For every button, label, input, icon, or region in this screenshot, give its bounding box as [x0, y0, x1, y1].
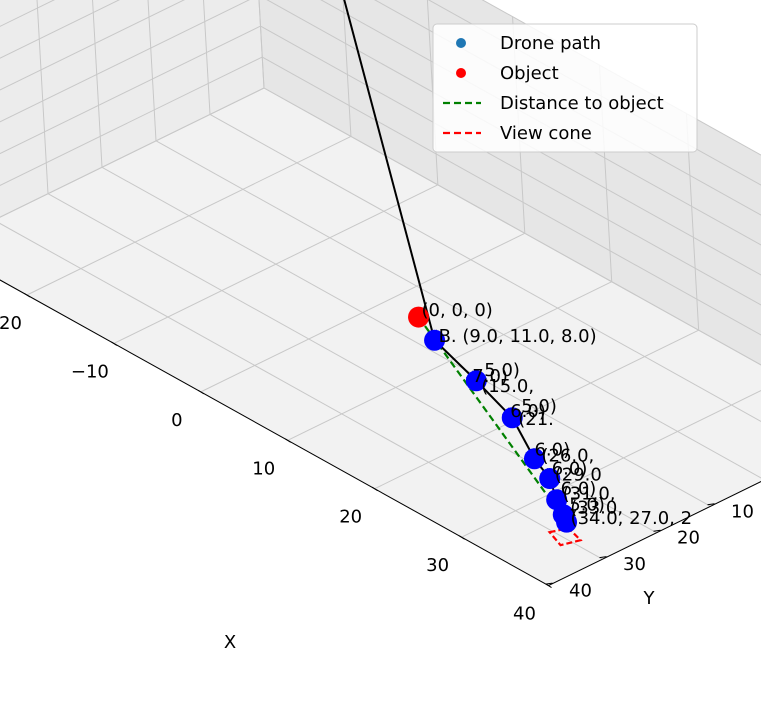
grid-line-y-floor: [101, 166, 711, 507]
distance-line: [417, 316, 568, 523]
grid-line-z-left: [0, 56, 263, 186]
x-axis-label: X: [224, 632, 236, 653]
path-arrow: [343, 0, 437, 343]
y-axis-line: [548, 481, 761, 587]
drone-point-marker: [501, 407, 523, 429]
grid-line-z-back: [263, 87, 761, 366]
drone-point-marker: [539, 468, 561, 490]
legend-marker: [456, 68, 466, 78]
x-tick-label: −10: [71, 361, 109, 382]
legend-label: Object: [500, 63, 559, 84]
x-tick-label: 40: [513, 604, 536, 625]
overlapping-point-label: 5.0): [484, 360, 520, 381]
y-tick: [707, 503, 715, 506]
x-tick: [284, 438, 291, 443]
overlapping-point-label: 7.0): [472, 366, 508, 387]
legend-marker: [456, 38, 466, 48]
floor-pane: [0, 88, 761, 586]
x-tick: [371, 486, 378, 492]
x-tick-label: 10: [252, 458, 275, 479]
y-tick-label: 20: [677, 528, 700, 549]
legend-label: View cone: [500, 123, 592, 144]
grid-line-z-left: [0, 0, 121, 59]
grid-line-z-left: [0, 25, 261, 155]
x-axis-line: [0, 279, 549, 587]
x-tick: [111, 341, 118, 346]
grid-line-z-back: [260, 25, 761, 306]
grid-line-y-floor: [155, 140, 761, 479]
grid-line-z-back: [262, 56, 761, 336]
drone-point-marker: [556, 511, 578, 533]
grid-line-y-left: [203, 0, 211, 115]
overlapping-point-label: 6.0): [552, 459, 588, 480]
legend-box: [432, 23, 698, 153]
overlapping-point-label: (31.0,: [563, 484, 616, 505]
grid-line-y-floor: [0, 222, 603, 560]
overlapping-point-label: (33.0,: [570, 498, 623, 519]
grid-line-y-left: [92, 0, 103, 168]
y-tick: [545, 582, 553, 585]
x-tick-label: 20: [339, 507, 362, 528]
grid-line-z-left: [0, 0, 185, 91]
tick-marks: [24, 293, 715, 589]
x-tick: [458, 535, 465, 540]
point-markers: [408, 306, 578, 533]
drone-point-marker: [424, 329, 446, 351]
overlapping-point-label: 6.0): [534, 440, 570, 461]
grid-line-z-left: [0, 0, 250, 123]
x-tick-label: 30: [426, 555, 449, 576]
drone-point-marker: [465, 370, 487, 392]
overlapping-point-label: 6.0): [561, 479, 597, 500]
legend-label: Drone path: [500, 33, 601, 54]
drone-point-label: B. (9.0, 11.0, 8.0): [439, 326, 597, 347]
overlapping-point-label: (21.: [518, 409, 554, 430]
grid-line-y-left: [147, 0, 157, 141]
overlapping-point-label: (29.0: [555, 465, 602, 486]
x-tick-label: −20: [0, 313, 22, 334]
grid-line-x-back: [342, 0, 352, 137]
x-tick: [545, 583, 552, 589]
object-marker: [408, 306, 430, 328]
legend-label: Distance to object: [500, 93, 664, 114]
x-tick-label: 0: [171, 410, 182, 431]
overlapping-point-label: (15.0,: [481, 376, 534, 397]
y-tick: [653, 529, 661, 532]
left-pane: [0, 0, 264, 218]
y-tick: [599, 556, 607, 559]
axis-lines: [0, 279, 761, 587]
point-labels: A. (-17.0, -14.0, 39.0)B. (9.0, 11.0, 8.…: [422, 300, 693, 529]
grid-line-z-back: [266, 0, 761, 276]
tick-labels: −30−20−10010203040−20−100102030405101520…: [0, 313, 754, 625]
grid-line-y-left: [36, 0, 49, 194]
legend: Drone path Object Distance to object View c…: [432, 23, 698, 153]
x-tick: [24, 293, 31, 298]
overlapping-point-label: 5.0): [569, 495, 605, 516]
grid-line-y-floor: [209, 113, 761, 422]
y-tick-label: 40: [569, 581, 592, 602]
overlapping-point-label: 6.0): [510, 401, 546, 422]
y-tick-label: 10: [731, 501, 754, 522]
drone-point-marker: [523, 448, 545, 470]
grid-line-z-left: [0, 87, 265, 218]
object-point-label: (0, 0, 0): [422, 300, 493, 321]
y-axis-label: Y: [643, 588, 656, 609]
drone-point-label: (34.0, 27.0, 2: [571, 508, 693, 529]
overlapping-point-label: 5.0): [521, 396, 557, 417]
distance-dashed-line: [417, 316, 568, 523]
overlapping-point-label: (26.0,: [541, 446, 594, 467]
grid-line-y-left: [258, 0, 265, 89]
x-tick: [198, 389, 205, 395]
y-tick-label: 30: [623, 554, 646, 575]
